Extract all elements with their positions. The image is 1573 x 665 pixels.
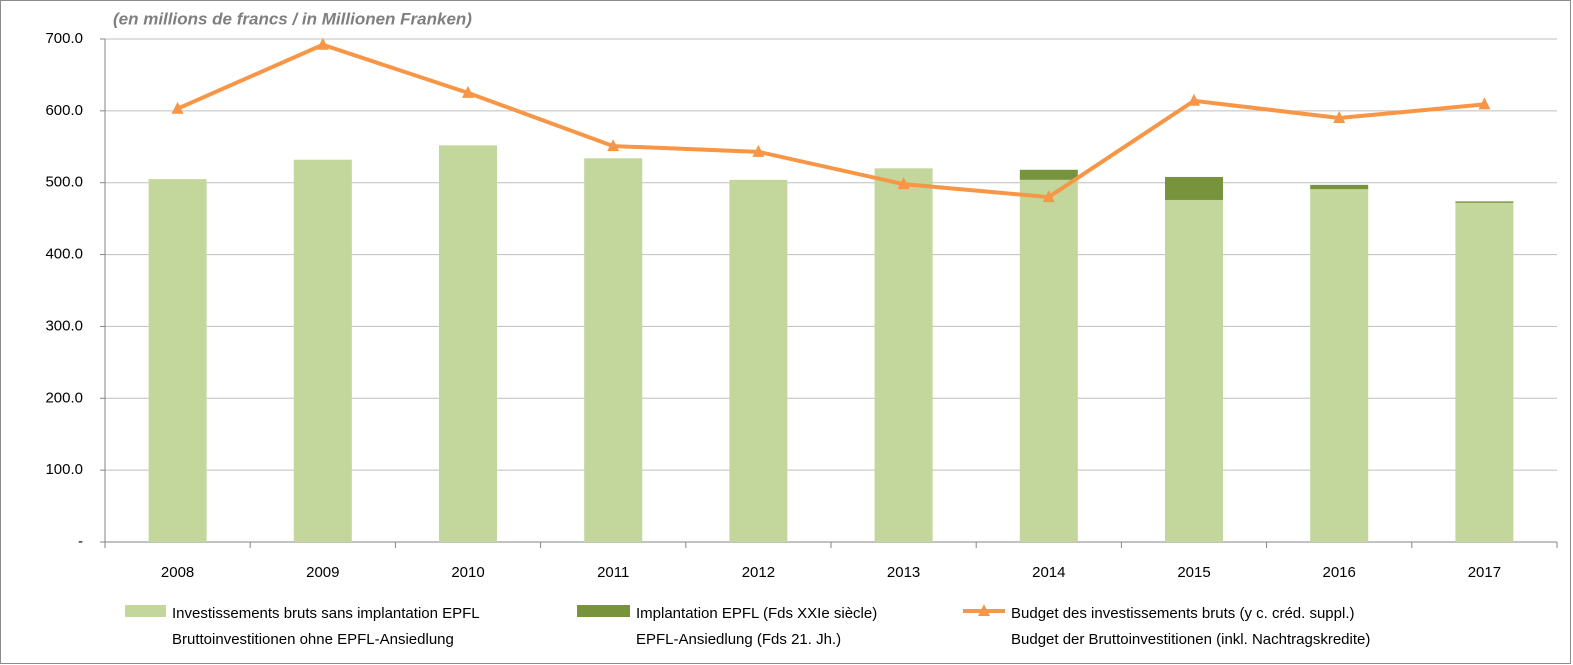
line-marker xyxy=(1042,190,1055,203)
line-marker xyxy=(316,37,329,50)
y-tick-label: 200.0 xyxy=(45,389,83,406)
line-marker xyxy=(752,144,765,157)
line-marker xyxy=(607,139,620,152)
bar xyxy=(293,159,352,542)
y-tick-label: 100.0 xyxy=(45,461,83,478)
line-marker xyxy=(462,85,474,98)
line-marker xyxy=(1333,111,1346,124)
bar xyxy=(1455,202,1514,542)
x-tick-label: 2014 xyxy=(1032,564,1065,581)
legend-marker xyxy=(978,604,990,616)
bar xyxy=(584,158,643,543)
x-tick-label: 2011 xyxy=(597,564,629,581)
x-tick-label: 2008 xyxy=(161,564,194,581)
line-marker xyxy=(171,101,184,114)
y-tick-label: 500.0 xyxy=(45,174,83,191)
y-tick-label: 600.0 xyxy=(45,102,83,119)
x-tick-label: 2009 xyxy=(306,564,339,581)
legend-label: Bruttoinvestitionen ohne EPFL-Ansiedlung xyxy=(172,631,454,648)
bar xyxy=(148,179,207,542)
bar xyxy=(1165,199,1223,542)
line xyxy=(176,42,1485,200)
legend-label: Budget der Bruttoinvestitionen (inkl. Na… xyxy=(1011,631,1370,648)
bar xyxy=(1455,201,1514,203)
legend-swatch xyxy=(577,605,630,617)
y-tick-label: 700.0 xyxy=(45,30,83,47)
legend-swatch xyxy=(125,605,166,617)
legend-label: EPFL-Ansiedlung (Fds 21. Jh.) xyxy=(636,631,841,648)
y-tick-label: 300.0 xyxy=(45,317,83,334)
bar xyxy=(1310,189,1369,542)
bar xyxy=(1310,184,1369,190)
bar xyxy=(1165,176,1223,200)
line-marker xyxy=(897,177,910,190)
bar xyxy=(439,145,497,542)
bar xyxy=(729,179,788,542)
legend-label: Investissements bruts sans implantation … xyxy=(172,605,480,622)
x-tick-label: 2015 xyxy=(1177,564,1210,581)
bar xyxy=(1019,169,1078,180)
bar xyxy=(1019,179,1078,542)
y-tick-label: - xyxy=(78,533,83,550)
x-tick-label: 2010 xyxy=(451,564,484,581)
line-marker xyxy=(1478,97,1491,110)
x-tick-label: 2017 xyxy=(1468,564,1501,581)
legend-label: Implantation EPFL (Fds XXIe siècle) xyxy=(636,605,877,622)
line-marker xyxy=(1188,93,1200,106)
bar xyxy=(874,168,933,543)
x-tick-label: 2013 xyxy=(887,564,920,581)
y-tick-label: 400.0 xyxy=(45,246,83,263)
chart-subtitle: (en millions de francs / in Millionen Fr… xyxy=(113,9,472,28)
legend-label: Budget des investissements bruts (y c. c… xyxy=(1011,605,1354,622)
x-tick-label: 2012 xyxy=(742,564,775,581)
x-tick-label: 2016 xyxy=(1323,564,1356,581)
